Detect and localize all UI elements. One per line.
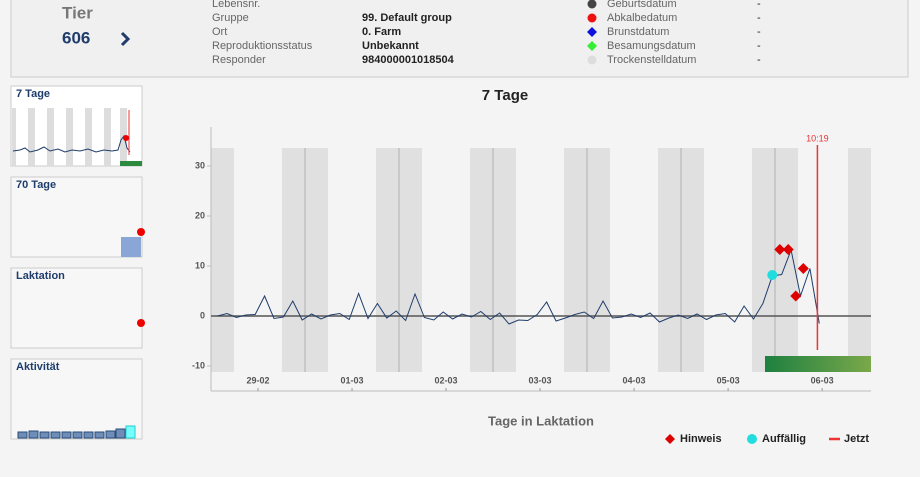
field-label: Ort — [212, 26, 227, 38]
x-tick-label: 29-02 — [246, 375, 269, 385]
thumb-title: 7 Tage — [16, 88, 50, 100]
thumb-bar — [121, 237, 141, 257]
thumb-title: 70 Tage — [16, 179, 56, 191]
x-tick-label: 01-03 — [341, 375, 364, 385]
date-value: - — [757, 26, 761, 38]
date-label: Besamungsdatum — [607, 40, 696, 52]
date-value: - — [757, 40, 761, 52]
y-tick-label: 30 — [195, 160, 205, 170]
field-label: Responder — [212, 54, 266, 66]
marker — [797, 263, 809, 274]
thumb-bars — [17, 428, 126, 439]
next-button[interactable] — [120, 31, 131, 47]
date-label: Brunstdatum — [607, 26, 669, 38]
date-icon — [587, 13, 597, 23]
marker — [790, 290, 802, 302]
date-icon — [587, 0, 597, 9]
marker — [782, 244, 794, 255]
y-tick-label: 20 — [195, 210, 205, 220]
status-bar — [765, 356, 871, 372]
date-icon — [587, 27, 597, 37]
sidebar — [10, 85, 145, 440]
y-tick-label: -10 — [192, 360, 205, 370]
legend-label: Jetzt — [844, 433, 869, 445]
thumb[interactable] — [10, 176, 143, 258]
thumb-title: Aktivität — [16, 361, 60, 373]
tier-label: Tier — [62, 3, 93, 22]
thumb-line — [12, 134, 131, 153]
y-tick-label: 10 — [195, 260, 205, 270]
field-value: 0. Farm — [362, 26, 401, 38]
thumb-bar — [125, 425, 136, 439]
date-icon — [587, 55, 597, 65]
field-value: 99. Default group — [362, 12, 452, 24]
date-value: - — [757, 12, 761, 24]
activity-line — [217, 248, 820, 325]
chart-title: 7 Tage — [482, 87, 528, 104]
field-label: Gruppe — [212, 12, 249, 24]
date-value: - — [757, 0, 761, 10]
legend-label: Auffällig — [762, 433, 806, 445]
thumb-dot — [123, 135, 129, 141]
legend-icon — [665, 434, 675, 444]
x-tick-label: 05-03 — [717, 375, 740, 385]
x-tick-label: 06-03 — [811, 375, 834, 385]
legend-icon — [747, 434, 757, 444]
now-label: 10:19 — [806, 133, 829, 143]
thumb-bar — [120, 161, 142, 166]
tier-number: 606 — [62, 28, 90, 47]
date-icon — [587, 41, 597, 51]
x-tick-label: 03-03 — [529, 375, 552, 385]
header-panel — [10, 0, 909, 78]
marker — [774, 244, 786, 255]
field-value: 984000001018504 — [362, 54, 455, 66]
thumb-title: Laktation — [16, 270, 65, 282]
field-label: Reproduktionsstatus — [212, 40, 313, 52]
night-bands — [211, 148, 871, 372]
thumb-dot — [137, 228, 145, 236]
field-value: Unbekannt — [362, 40, 419, 52]
thumb[interactable] — [10, 267, 143, 349]
date-label: Abkalbedatum — [607, 12, 677, 24]
x-tick-label: 04-03 — [623, 375, 646, 385]
y-tick-label: 0 — [200, 310, 205, 320]
date-value: - — [757, 54, 761, 66]
thumb-bands — [12, 108, 127, 166]
legend-label: Hinweis — [680, 433, 722, 445]
marker — [767, 270, 778, 280]
date-label: Geburtsdatum — [607, 0, 677, 10]
thumb-dot — [137, 319, 145, 327]
x-axis-title: Tage in Laktation — [488, 413, 594, 428]
field-label: Lebensnr. — [212, 0, 260, 10]
x-tick-label: 02-03 — [435, 375, 458, 385]
thumb[interactable] — [10, 358, 143, 440]
date-label: Trockenstelldatum — [607, 54, 696, 66]
